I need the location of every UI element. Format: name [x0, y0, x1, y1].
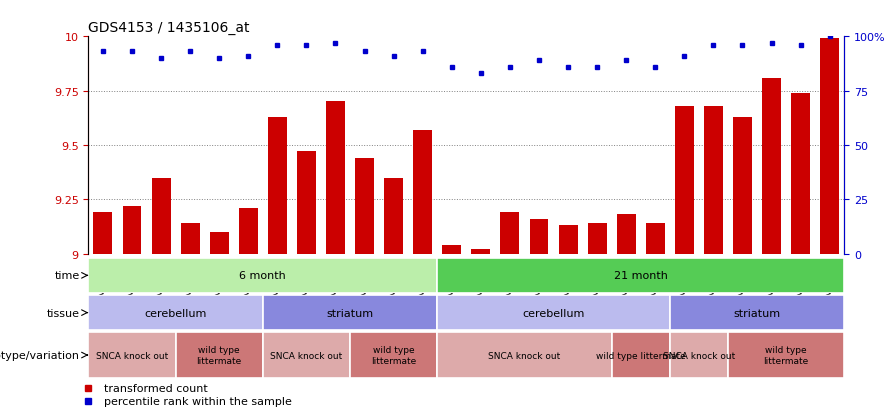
Bar: [350, 332, 438, 378]
Bar: [94, 213, 112, 254]
Bar: [268, 117, 286, 254]
Text: SNCA knock out: SNCA knock out: [95, 351, 168, 360]
Bar: [704, 107, 723, 254]
Bar: [791, 94, 810, 254]
Text: tissue: tissue: [47, 308, 80, 318]
Text: wild type
littermate: wild type littermate: [371, 346, 416, 365]
Bar: [152, 178, 171, 254]
Bar: [88, 295, 263, 330]
Text: cerebellum: cerebellum: [522, 308, 584, 318]
Bar: [820, 39, 839, 254]
Text: transformed count: transformed count: [103, 383, 207, 393]
Bar: [530, 219, 548, 254]
Text: striatum: striatum: [326, 308, 374, 318]
Bar: [176, 332, 263, 378]
Text: wild type
littermate: wild type littermate: [764, 346, 809, 365]
Bar: [674, 107, 694, 254]
Bar: [239, 209, 258, 254]
Bar: [646, 224, 665, 254]
Text: genotype/variation: genotype/variation: [0, 350, 80, 360]
Bar: [670, 295, 844, 330]
Bar: [728, 332, 844, 378]
Bar: [471, 250, 491, 254]
Bar: [617, 215, 636, 254]
Bar: [733, 117, 752, 254]
Bar: [210, 233, 229, 254]
Text: wild type littermate: wild type littermate: [596, 351, 686, 360]
Bar: [123, 206, 141, 254]
Bar: [263, 295, 438, 330]
Bar: [180, 224, 200, 254]
Text: time: time: [55, 271, 80, 281]
Bar: [442, 245, 461, 254]
Text: percentile rank within the sample: percentile rank within the sample: [103, 396, 292, 406]
Bar: [88, 332, 176, 378]
Text: 21 month: 21 month: [613, 271, 667, 281]
Bar: [438, 332, 612, 378]
Text: cerebellum: cerebellum: [144, 308, 207, 318]
Bar: [297, 152, 316, 254]
Text: SNCA knock out: SNCA knock out: [271, 351, 343, 360]
Bar: [588, 224, 606, 254]
Bar: [88, 258, 438, 293]
Bar: [612, 332, 670, 378]
Text: wild type
littermate: wild type littermate: [196, 346, 242, 365]
Text: GDS4153 / 1435106_at: GDS4153 / 1435106_at: [88, 21, 250, 35]
Bar: [263, 332, 350, 378]
Bar: [326, 102, 345, 254]
Bar: [355, 159, 374, 254]
Text: SNCA knock out: SNCA knock out: [663, 351, 735, 360]
Bar: [385, 178, 403, 254]
Bar: [670, 332, 728, 378]
Bar: [438, 258, 844, 293]
Bar: [413, 131, 432, 254]
Text: SNCA knock out: SNCA knock out: [488, 351, 560, 360]
Bar: [500, 213, 520, 254]
Bar: [438, 295, 670, 330]
Bar: [559, 226, 577, 254]
Text: 6 month: 6 month: [240, 271, 286, 281]
Text: striatum: striatum: [734, 308, 781, 318]
Bar: [762, 78, 781, 254]
